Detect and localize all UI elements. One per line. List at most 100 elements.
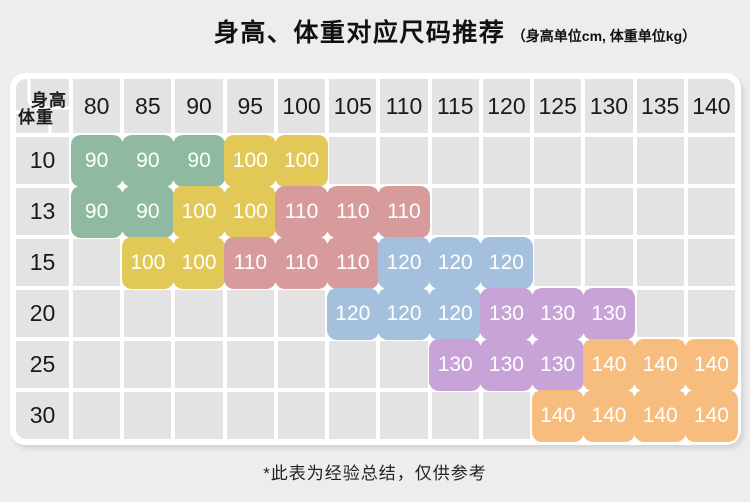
col-header-140: 140 [687,79,735,133]
cell-h135-w20 [636,290,684,337]
cell-h115-w25: 130 [429,338,482,391]
cell-h120-w25: 130 [480,338,533,391]
size-chip-130: 130 [531,338,584,391]
size-chip-140: 140 [634,338,687,391]
cell-h130-w15 [585,239,633,286]
cell-h110-w15: 120 [377,236,431,289]
cell-h105-w13: 110 [326,185,379,238]
cell-h115-w30 [431,392,479,439]
cell-h95-w30 [226,392,274,439]
cell-h110-w30 [380,392,428,439]
cell-h140-w10 [687,137,735,184]
cell-h100-w10: 100 [275,134,328,187]
cell-h90-w20 [175,290,223,337]
cell-h85-w25 [124,341,172,388]
size-chip-100: 100 [121,236,174,289]
footer-note: *此表为经验总结，仅供参考 [263,464,487,483]
size-chip-120: 120 [429,236,482,289]
row-header-10: 10 [16,137,69,184]
cell-h95-w20 [226,290,274,337]
size-chip-110: 110 [326,185,379,238]
corner-label-weight: 体重 [18,108,54,127]
cell-h140-w15 [687,239,735,286]
size-chip-120: 120 [429,287,482,340]
corner-divider-icon [16,79,69,133]
cell-h120-w13 [482,188,531,235]
size-chip-90: 90 [121,134,174,187]
size-chip-100: 100 [275,134,328,187]
cell-h85-w10: 90 [121,134,174,187]
col-header-85: 85 [124,79,172,133]
row-header-25: 25 [16,341,69,388]
corner-label-height: 身高 [31,91,67,110]
cell-h80-w15 [73,239,121,286]
cell-h140-w30: 140 [685,389,738,442]
size-grid: 身高 体重 80 85 90 95 100 105 110 115 120 125 130 135 140 1… [16,79,738,442]
size-chip-140: 140 [531,389,584,442]
cell-h130-w20: 130 [582,287,636,340]
cell-h135-w25: 140 [634,338,687,391]
size-chip-140: 140 [582,389,636,442]
cell-h90-w15: 100 [172,236,226,289]
size-chip-100: 100 [224,185,277,238]
cell-h105-w10 [329,137,377,184]
cell-h100-w30 [277,392,326,439]
title-text: 身高、体重对应尺码推荐 [213,19,506,47]
cell-h115-w13 [431,188,479,235]
cell-h80-w20 [73,290,121,337]
cell-h105-w30 [329,392,377,439]
cell-h130-w30: 140 [582,389,636,442]
cell-h110-w20: 120 [377,287,431,340]
cell-h135-w13 [636,188,684,235]
cell-h95-w15: 110 [224,236,277,289]
cell-h80-w13: 90 [70,185,123,238]
col-header-110: 110 [380,79,428,133]
cell-h110-w10 [380,137,428,184]
col-header-95: 95 [226,79,274,133]
cell-h125-w30: 140 [531,389,584,442]
size-chip-130: 130 [582,287,636,340]
cell-h100-w13: 110 [275,185,328,238]
cell-h130-w13 [585,188,633,235]
col-header-135: 135 [636,79,684,133]
size-chip-140: 140 [685,338,738,391]
size-chip-130: 130 [480,338,533,391]
cell-h110-w13: 110 [377,185,431,238]
cell-h130-w10 [585,137,633,184]
cell-h80-w10: 90 [70,134,123,187]
cell-h125-w10 [534,137,582,184]
cell-h90-w10: 90 [172,134,226,187]
cell-h85-w20 [124,290,172,337]
cell-h95-w13: 100 [224,185,277,238]
row-header-13: 13 [16,188,69,235]
size-chip-120: 120 [377,236,431,289]
col-header-90: 90 [175,79,223,133]
cell-h120-w20: 130 [480,287,533,340]
cell-h90-w25 [175,341,223,388]
size-chip-120: 120 [326,287,379,340]
cell-h85-w30 [124,392,172,439]
cell-h80-w30 [73,392,121,439]
cell-h140-w20 [687,290,735,337]
size-chip-140: 140 [582,338,636,391]
cell-h95-w25 [226,341,274,388]
size-chip-110: 110 [326,236,379,289]
size-chip-110: 110 [275,236,328,289]
cell-h125-w15 [534,239,582,286]
size-chip-140: 140 [685,389,738,442]
corner-cell: 身高 体重 [16,79,69,133]
col-header-100: 100 [277,79,326,133]
cell-h120-w15: 120 [480,236,533,289]
col-header-120: 120 [482,79,531,133]
size-chip-100: 100 [224,134,277,187]
size-chip-110: 110 [275,185,328,238]
size-chip-90: 90 [70,185,123,238]
cell-h120-w30 [482,392,531,439]
cell-h140-w13 [687,188,735,235]
cell-h80-w25 [73,341,121,388]
title-unit-note: （身高单位cm, 体重单位kg） [511,28,697,44]
cell-h115-w10 [431,137,479,184]
cell-h135-w15 [636,239,684,286]
cell-h110-w25 [380,341,428,388]
cell-h100-w25 [277,341,326,388]
